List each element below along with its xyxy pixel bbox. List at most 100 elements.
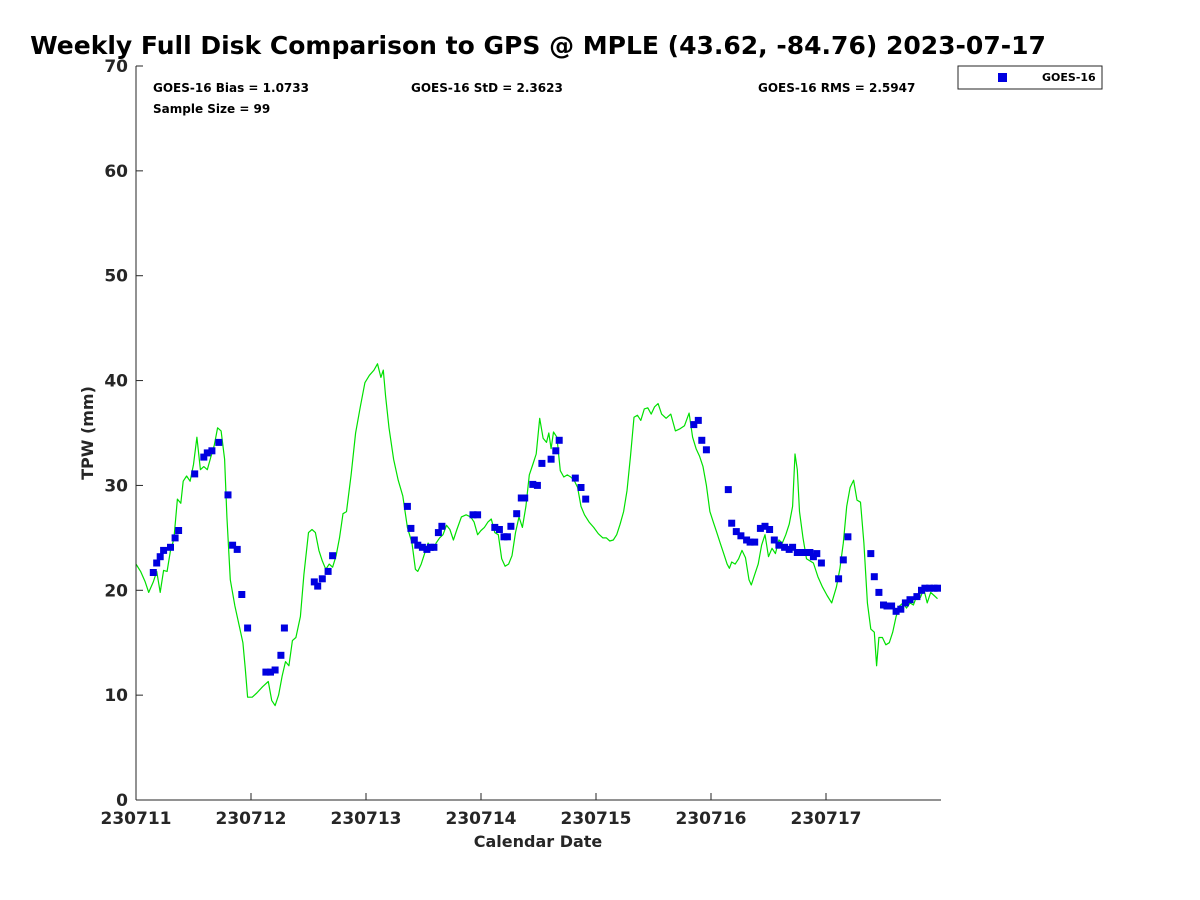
goes-16-point [410,536,418,544]
goes-16-point [167,543,174,551]
goes-16-point [521,494,529,502]
goes-16-point [888,602,896,610]
goes-16-point [897,605,905,613]
goes-16-point [430,543,438,551]
goes-16-point [438,522,446,530]
goes-16-point [926,584,933,592]
goes-16-point [732,528,740,536]
plot-area [135,363,941,707]
goes-16-point [224,491,232,499]
goes-16-point [491,523,499,531]
goes-16-point [761,522,769,530]
goes-16-point [233,545,241,553]
goes-16-point [766,526,774,533]
goes-16-point [191,470,199,478]
goes-16-point [694,416,702,424]
goes-16-point [310,578,318,586]
goes-16-point [403,502,411,510]
y-tick-label: 60 [104,162,128,182]
goes-16-point [702,446,710,454]
bias-stat: GOES-16 Bias = 1.0733 [153,81,309,95]
goes-16-point [875,588,883,596]
goes-16-point [906,596,914,604]
goes-16-point [280,624,288,632]
goes-16-point [507,522,515,530]
goes-16-point [329,552,337,560]
goes-16-point [870,573,878,581]
x-tick-label: 230713 [331,809,402,829]
std-stat: GOES-16 StD = 2.3623 [411,81,563,95]
goes-16-point [582,495,590,503]
goes-16-point [271,666,279,674]
goes-16-point [495,526,503,533]
goes-16-point [571,474,579,482]
goes-16-point [781,543,789,551]
goes-16-point [552,447,560,455]
goes-16-point [797,549,805,556]
goes-16-point [267,668,274,676]
goes-16-point [418,543,426,551]
goes-16-point [208,447,216,455]
goes-16-point [434,529,442,537]
x-tick-label: 230715 [561,809,632,829]
goes-16-point [921,584,929,592]
goes-16-point [775,541,783,549]
goes-16-point [277,651,285,659]
y-tick-label: 20 [104,581,128,601]
axes: 0 10 20 30 40 50 60 70 230711 230712 230713 230714 2… [101,57,941,829]
goes-16-point [156,553,164,561]
x-tick-label: 230712 [216,809,287,829]
goes-16-point [770,536,778,544]
goes-16-point [934,584,941,592]
goes-16-point [533,481,541,489]
y-tick-label: 10 [104,686,128,706]
goes-16-point [203,449,211,457]
goes-16-point [314,582,322,590]
goes-16-point [728,519,736,527]
goes-16-point [690,421,698,429]
goes-16-point [867,550,875,558]
goes-16-point [806,549,814,556]
x-axis-label: Calendar Date [474,832,603,851]
x-tick-label: 230716 [676,809,747,829]
goes-16-series [149,416,941,676]
goes-16-point [892,607,900,615]
goes-16-point [901,599,909,607]
goes-16-point [751,538,759,546]
goes-16-point [737,532,745,540]
goes-16-point [318,575,326,583]
goes-16-point [503,533,511,541]
goes-16-point [513,510,521,518]
y-tick-label: 40 [104,372,128,392]
goes-16-point [171,534,179,542]
goes-16-point [844,533,852,541]
sample-size-stat: Sample Size = 99 [153,102,270,116]
goes-16-point [839,556,847,564]
goes-16-point [244,624,252,632]
x-tick-label: 230711 [101,809,172,829]
x-tick-label: 230717 [791,809,862,829]
legend-label-goes-16: GOES-16 [1042,71,1096,84]
goes-16-point [801,549,809,556]
goes-16-point [238,591,246,598]
y-tick-label: 30 [104,476,128,496]
y-tick-label: 70 [104,57,128,77]
x-tick-label: 230714 [446,809,517,829]
goes-16-point [414,541,422,549]
legend-marker-goes-16 [998,73,1007,82]
goes-16-point [175,527,183,534]
goes-16-point [153,559,161,567]
goes-16-point [200,453,208,461]
y-axis-label: TPW (mm) [78,386,97,480]
goes-16-point [913,593,921,601]
goes-16-point [577,484,585,491]
goes-16-point [547,455,555,463]
goes-16-point [324,567,332,575]
goes-16-point [229,541,237,549]
goes-16-point [813,550,821,558]
goes-16-point [469,511,477,519]
goes-16-point [883,602,891,610]
legend-box [957,65,1103,90]
